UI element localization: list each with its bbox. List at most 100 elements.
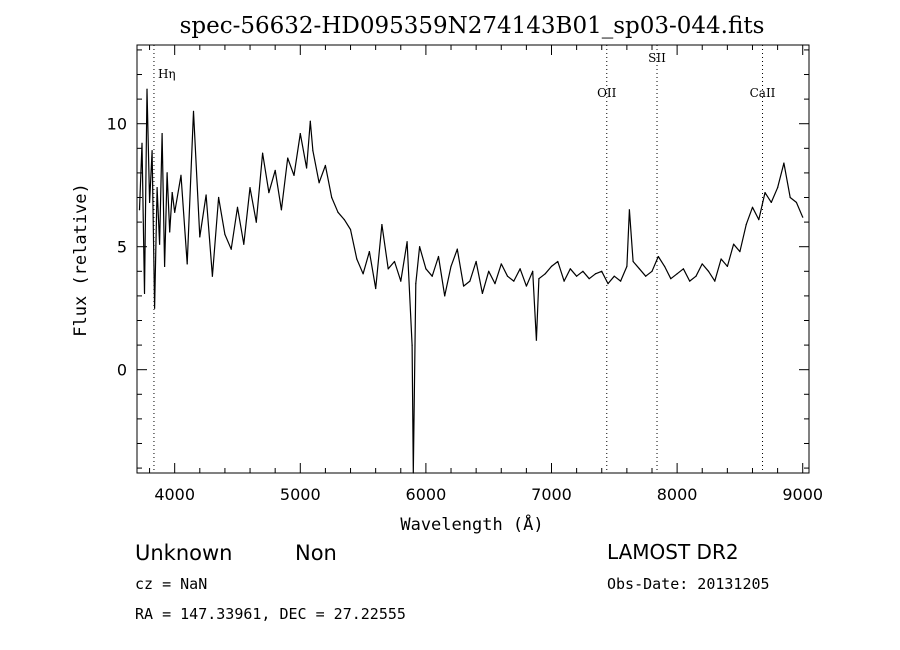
spectrum-point: [588, 278, 590, 280]
spectrum-point: [707, 270, 710, 272]
spectrum-point: [356, 258, 358, 260]
spectrum-point: [368, 251, 370, 253]
spectrum-point: [638, 268, 641, 270]
axis-ticks: 4000 5000 6000 7000 8000 9000 0 5 10: [107, 45, 823, 504]
spectrum-point: [613, 275, 615, 277]
spectrum-point: [557, 260, 559, 263]
spectrum-point: [450, 265, 452, 267]
spectrum-point: [701, 263, 703, 265]
spectrum-point: [783, 162, 785, 164]
spectrum-point: [171, 191, 173, 194]
spectrum-point: [576, 275, 578, 277]
x-tick-label: 5000: [280, 485, 321, 504]
spectrum-point: [632, 260, 634, 263]
spectrum-point: [563, 280, 565, 282]
spectrum-point: [287, 157, 289, 159]
spectrum-point: [400, 280, 402, 282]
spectrum-point: [243, 243, 245, 245]
spectrum-point: [444, 295, 446, 297]
spectrum-point: [550, 265, 553, 267]
spectrum-point: [601, 270, 603, 272]
spectrum-point: [419, 246, 421, 248]
spectrum-point: [143, 292, 146, 295]
spectrum-point: [538, 278, 540, 280]
spectrum-point: [293, 174, 295, 176]
spectrum-point: [337, 211, 339, 213]
spectrum-point: [180, 174, 182, 176]
spectrum-point: [544, 273, 546, 275]
spectrum-point: [619, 280, 622, 282]
x-tick-label: 8000: [657, 485, 698, 504]
spectrum-point: [506, 275, 509, 277]
spectrum-point: [733, 243, 735, 245]
spectrum-point: [714, 280, 716, 282]
spectrum-point: [689, 280, 691, 282]
spectrum-point: [249, 187, 251, 189]
spectrum-point: [312, 150, 314, 152]
spectrum-point: [607, 282, 609, 285]
spectrum-point: [481, 292, 484, 295]
spectrum-point: [431, 275, 433, 277]
spectrum-point: [393, 260, 396, 263]
spectrum-point: [500, 263, 502, 265]
spectrum-point: [626, 265, 628, 267]
object-subclass-label: Non: [295, 541, 337, 565]
spectrum-point: [381, 223, 383, 226]
spectrum-point: [663, 265, 666, 267]
plot-frame-rect: [136, 44, 810, 474]
spectrum-point: [331, 196, 333, 199]
spectrum-point: [594, 273, 597, 275]
spectrum-point: [415, 282, 417, 285]
spectrum-point: [362, 273, 364, 275]
spectrum-point: [174, 211, 176, 213]
spectrum-point: [720, 258, 722, 260]
spectrum-point: [274, 169, 276, 172]
spectrum-point: [230, 248, 232, 250]
chart-title: spec-56632-HD095359N274143B01_sp03-044.f…: [180, 13, 765, 39]
spectrum-point: [764, 191, 766, 194]
spectrum-point: [437, 255, 440, 258]
emission-line-markers: Hη OII SII CaII: [153, 45, 776, 473]
spectrum-point: [751, 206, 754, 208]
x-axis-label: Wavelength (Å): [400, 513, 543, 535]
spectrum-point: [192, 110, 195, 113]
spectrum-point: [525, 285, 527, 287]
object-class-label: Unknown: [135, 541, 232, 565]
x-tick-label: 4000: [154, 485, 195, 504]
spectrum-point: [211, 275, 213, 277]
marker-label: SII: [648, 51, 666, 65]
spectrum-point: [406, 241, 408, 243]
spectrum-point: [682, 268, 684, 270]
spectrum-point: [146, 88, 148, 90]
spectrum-point: [161, 132, 163, 135]
y-tick-label: 10: [107, 115, 127, 134]
x-tick-label: 7000: [531, 485, 572, 504]
spectrum-point: [141, 142, 143, 144]
spectrum-point: [789, 196, 791, 199]
spectrum-point: [758, 219, 760, 221]
spectrum-point: [349, 228, 352, 231]
spectrum-point: [456, 248, 458, 250]
spectrum-point: [462, 285, 465, 287]
spectrum-point: [268, 191, 270, 194]
spectrum-series: [138, 88, 804, 474]
spectrum-point: [475, 260, 477, 263]
coordinates-label: RA = 147.33961, DEC = 27.22555: [135, 605, 406, 623]
spectrum-point: [795, 201, 798, 204]
spectrum-point: [166, 172, 168, 174]
survey-label: LAMOST DR2: [607, 540, 739, 564]
spectrum-point: [670, 278, 672, 280]
x-tick-label: 6000: [406, 485, 447, 504]
spectrum-point: [151, 150, 153, 152]
spectrum-point: [205, 194, 207, 196]
spectrum-point: [411, 344, 413, 346]
spectrum-point: [343, 219, 345, 221]
marker-label: CaII: [750, 86, 776, 100]
spectrum-point: [651, 270, 653, 272]
spectrum-point: [309, 120, 311, 122]
spectrum-point: [159, 243, 161, 245]
spectrum-point: [569, 268, 571, 270]
spectrum-point: [324, 164, 327, 167]
spectrum-point: [138, 209, 141, 211]
